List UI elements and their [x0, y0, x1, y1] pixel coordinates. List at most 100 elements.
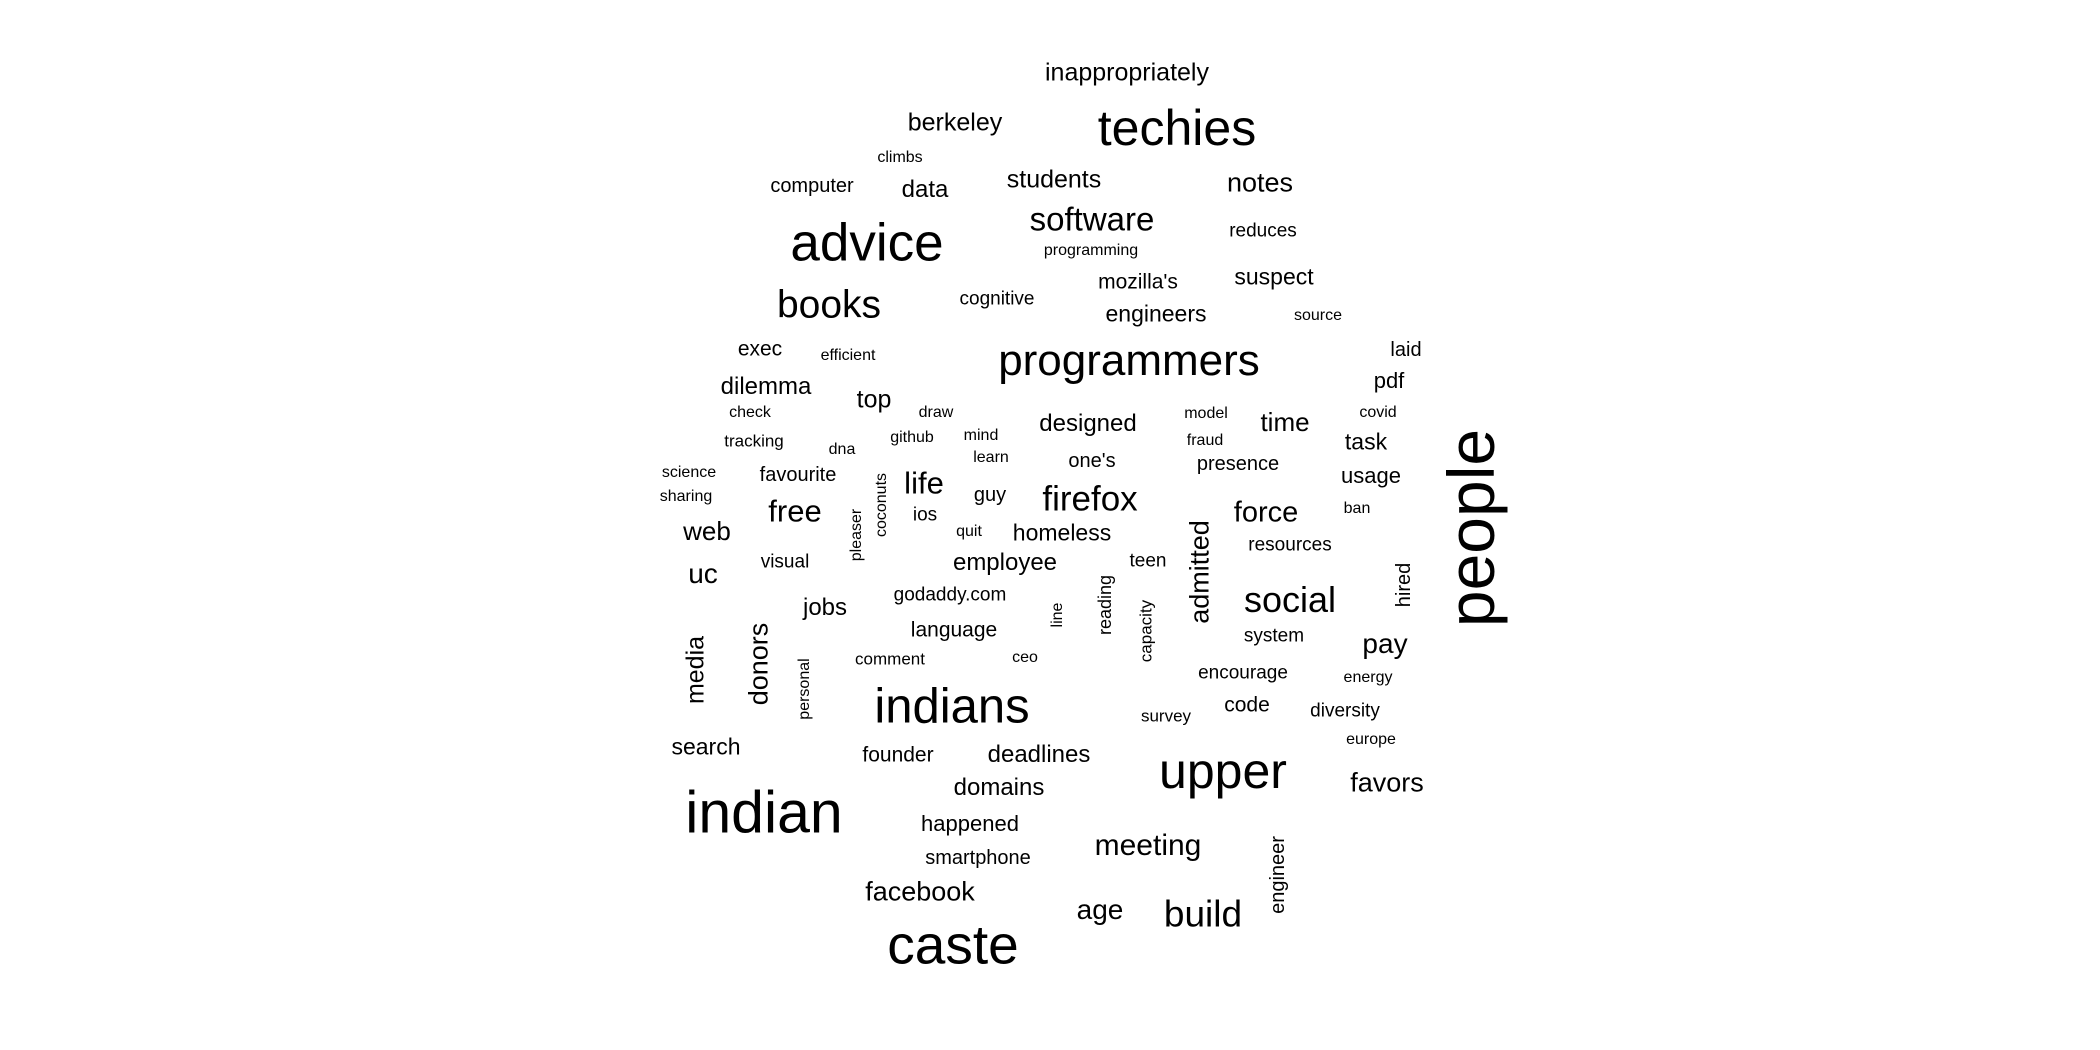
word-caste: caste — [887, 913, 1019, 976]
word-pdf: pdf — [1373, 368, 1405, 393]
word-teen: teen — [1129, 550, 1167, 572]
word-indians: indians — [874, 679, 1030, 734]
word-pay: pay — [1362, 628, 1408, 659]
word-efficient: efficient — [820, 347, 876, 364]
word-programming: programming — [1043, 242, 1139, 259]
word-ios: ios — [912, 504, 938, 526]
word-tracking: tracking — [724, 431, 784, 451]
word-age: age — [1076, 894, 1124, 925]
word-resources: resources — [1248, 534, 1332, 556]
word-ceo: ceo — [1012, 649, 1038, 666]
word-line: line — [1049, 602, 1066, 628]
word-code: code — [1224, 693, 1270, 717]
word-guy: guy — [973, 484, 1007, 506]
word-science: science — [661, 464, 717, 481]
word-task: task — [1344, 428, 1388, 455]
word-build: build — [1163, 893, 1243, 935]
word-admitted: admitted — [1184, 520, 1215, 624]
word-computer: computer — [770, 175, 854, 197]
word-jobs: jobs — [802, 594, 848, 621]
word-diversity: diversity — [1310, 700, 1380, 722]
word-founder: founder — [862, 743, 934, 767]
word-personal: personal — [796, 658, 813, 720]
word-notes: notes — [1226, 167, 1294, 198]
word-draw: draw — [918, 404, 954, 421]
word-visual: visual — [760, 551, 810, 573]
word-presence: presence — [1196, 453, 1280, 475]
word-reduces: reduces — [1229, 220, 1297, 242]
word-laid: laid — [1390, 339, 1422, 361]
word-source: source — [1293, 307, 1343, 324]
word-sharing: sharing — [659, 488, 713, 505]
word-techies: techies — [1097, 100, 1257, 156]
word-smartphone: smartphone — [925, 847, 1031, 869]
word-quit: quit — [956, 523, 982, 540]
word-programmers: programmers — [998, 336, 1260, 385]
word-web: web — [683, 516, 731, 546]
word-ones: one's — [1068, 450, 1116, 472]
word-cognitive: cognitive — [959, 288, 1035, 310]
word-students: students — [1006, 165, 1102, 194]
word-books: books — [776, 283, 882, 327]
word-engineer: engineer — [1267, 836, 1289, 914]
word-github: github — [890, 429, 934, 446]
word-deadlines: deadlines — [987, 741, 1091, 768]
word-hired: hired — [1393, 562, 1415, 608]
word-media: media — [681, 635, 710, 705]
word-dna: dna — [828, 441, 856, 458]
word-fraud: fraud — [1186, 432, 1224, 449]
word-climbs: climbs — [877, 149, 923, 166]
word-europe: europe — [1346, 731, 1396, 748]
word-search: search — [671, 733, 741, 760]
word-people: people — [1434, 428, 1508, 628]
word-firefox: firefox — [1042, 479, 1138, 519]
word-employee: employee — [952, 549, 1058, 576]
word-top: top — [856, 385, 892, 414]
word-facebook: facebook — [865, 876, 975, 907]
word-time: time — [1260, 407, 1310, 437]
word-encourage: encourage — [1198, 662, 1288, 684]
word-homeless: homeless — [1012, 519, 1112, 546]
word-mind: mind — [963, 427, 999, 444]
word-energy: energy — [1343, 669, 1393, 686]
word-life: life — [904, 465, 944, 501]
word-suspect: suspect — [1234, 263, 1314, 290]
word-happened: happened — [921, 811, 1019, 836]
word-free: free — [768, 493, 822, 529]
word-pleaser: pleaser — [848, 508, 865, 562]
word-comment: comment — [855, 649, 925, 669]
word-meeting: meeting — [1094, 829, 1202, 862]
word-learn: learn — [973, 449, 1009, 466]
word-social: social — [1243, 579, 1337, 620]
word-mozillas: mozilla's — [1098, 270, 1178, 294]
word-advice: advice — [790, 213, 944, 273]
word-dilemma: dilemma — [720, 373, 812, 400]
word-capacity: capacity — [1136, 599, 1156, 663]
word-godaddycom: godaddy.com — [893, 584, 1007, 606]
word-indian: indian — [685, 779, 843, 846]
word-reading: reading — [1095, 574, 1115, 636]
word-software: software — [1029, 200, 1155, 238]
word-model: model — [1184, 405, 1228, 422]
word-language: language — [910, 618, 998, 642]
word-domains: domains — [953, 774, 1045, 801]
word-check: check — [729, 404, 771, 421]
word-data: data — [901, 176, 949, 203]
word-berkeley: berkeley — [907, 108, 1003, 137]
word-engineers: engineers — [1105, 300, 1207, 327]
word-upper: upper — [1159, 743, 1287, 799]
word-system: system — [1243, 625, 1305, 647]
word-exec: exec — [737, 337, 783, 361]
word-survey: survey — [1140, 706, 1192, 726]
word-coconuts: coconuts — [873, 472, 890, 538]
word-donors: donors — [743, 622, 774, 706]
word-favourite: favourite — [759, 464, 837, 486]
word-inappropriately: inappropriately — [1045, 58, 1209, 87]
word-ban: ban — [1343, 500, 1371, 517]
word-usage: usage — [1341, 463, 1401, 488]
word-designed: designed — [1039, 410, 1137, 437]
word-favors: favors — [1350, 767, 1424, 798]
word-covid: covid — [1359, 404, 1397, 421]
word-uc: uc — [688, 558, 718, 589]
